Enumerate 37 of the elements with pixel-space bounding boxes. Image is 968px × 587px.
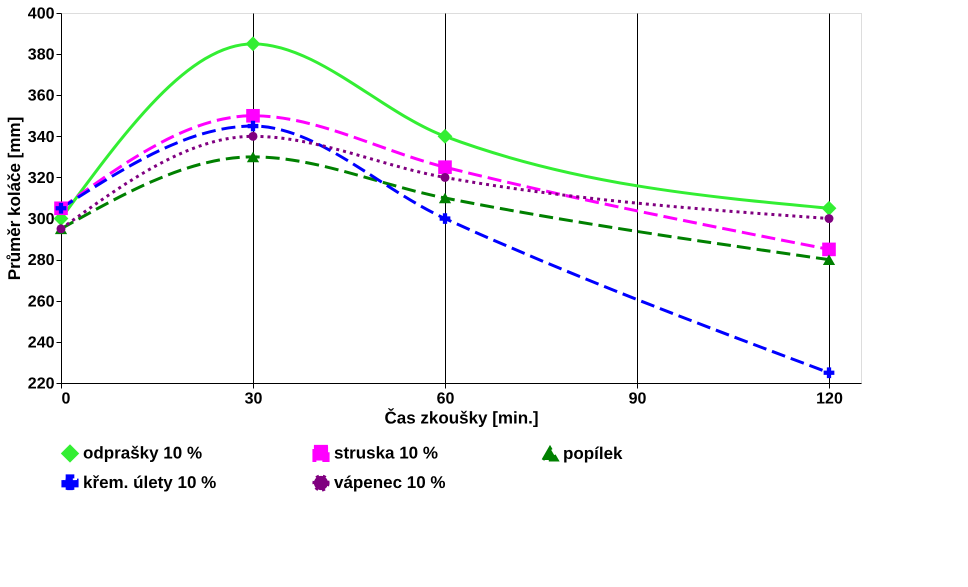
point (246, 108, 260, 123)
point (246, 152, 260, 162)
point (438, 192, 452, 204)
point (438, 128, 452, 144)
point (822, 200, 836, 216)
point (822, 242, 836, 256)
y-tick-label: 360 (28, 88, 55, 105)
y-tick-label: 320 (28, 170, 55, 187)
x-tick-label: 30 (244, 390, 262, 408)
point (246, 36, 260, 52)
y-tick-label: 380 (28, 46, 55, 64)
y-tick-label: 400 (28, 6, 55, 22)
legend-label: struska 10 % (334, 443, 438, 462)
x-tick-label: 0 (62, 390, 70, 408)
point (822, 254, 836, 265)
y-axis-title: Průměr koláče [mm] (4, 116, 24, 280)
x-axis-title: Čas zkoušky [min.] (384, 408, 538, 428)
x-tick-label: 60 (436, 390, 454, 408)
x-tick-label: 120 (816, 390, 843, 408)
y-tick-label: 340 (28, 128, 55, 146)
legend-label: vápenec 10 % (334, 473, 446, 492)
legend-label: křem. úlety 10 % (83, 473, 216, 492)
y-tick-label: 260 (28, 293, 55, 310)
y-tick-label: 220 (28, 376, 55, 392)
point (248, 120, 258, 132)
x-tick-label: 90 (628, 390, 646, 408)
point (440, 213, 450, 224)
point (438, 160, 452, 174)
point (248, 132, 258, 141)
legend-label: popílek (563, 444, 624, 463)
point (824, 367, 834, 378)
y-tick-label: 240 (28, 334, 55, 352)
legend-label: odprašky 10 % (83, 443, 202, 462)
y-tick-label: 280 (28, 252, 55, 270)
y-tick-label: 300 (28, 211, 55, 228)
point (440, 172, 450, 182)
point (824, 214, 834, 224)
